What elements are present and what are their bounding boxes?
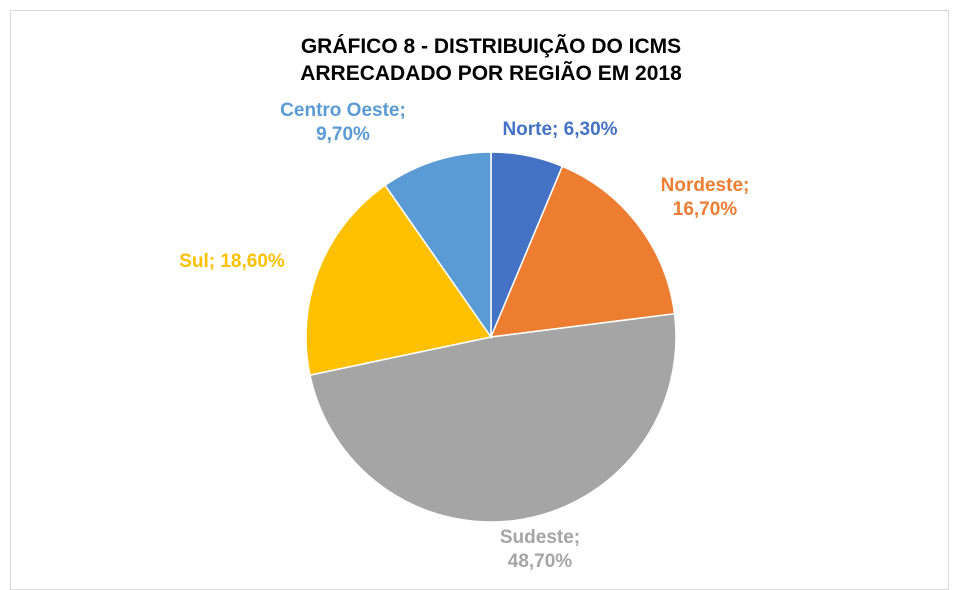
chart-title: GRÁFICO 8 - DISTRIBUIÇÃO DO ICMS ARRECAD… bbox=[300, 35, 682, 85]
pie-slice bbox=[305, 184, 493, 376]
pie-slice bbox=[309, 312, 677, 523]
data-label: Centro Oeste; 9,70% bbox=[280, 100, 406, 145]
data-label: Norte; 6,30% bbox=[502, 119, 618, 140]
pie-slice bbox=[384, 151, 492, 340]
pie-slice bbox=[489, 165, 676, 338]
data-label: Nordeste; 16,70% bbox=[660, 175, 750, 220]
chart: GRÁFICO 8 - DISTRIBUIÇÃO DO ICMS ARRECAD… bbox=[10, 10, 949, 590]
pie-area bbox=[305, 151, 677, 523]
data-label: Sul; 18,60% bbox=[179, 251, 285, 272]
data-label: Sudeste; 48,70% bbox=[499, 527, 581, 572]
